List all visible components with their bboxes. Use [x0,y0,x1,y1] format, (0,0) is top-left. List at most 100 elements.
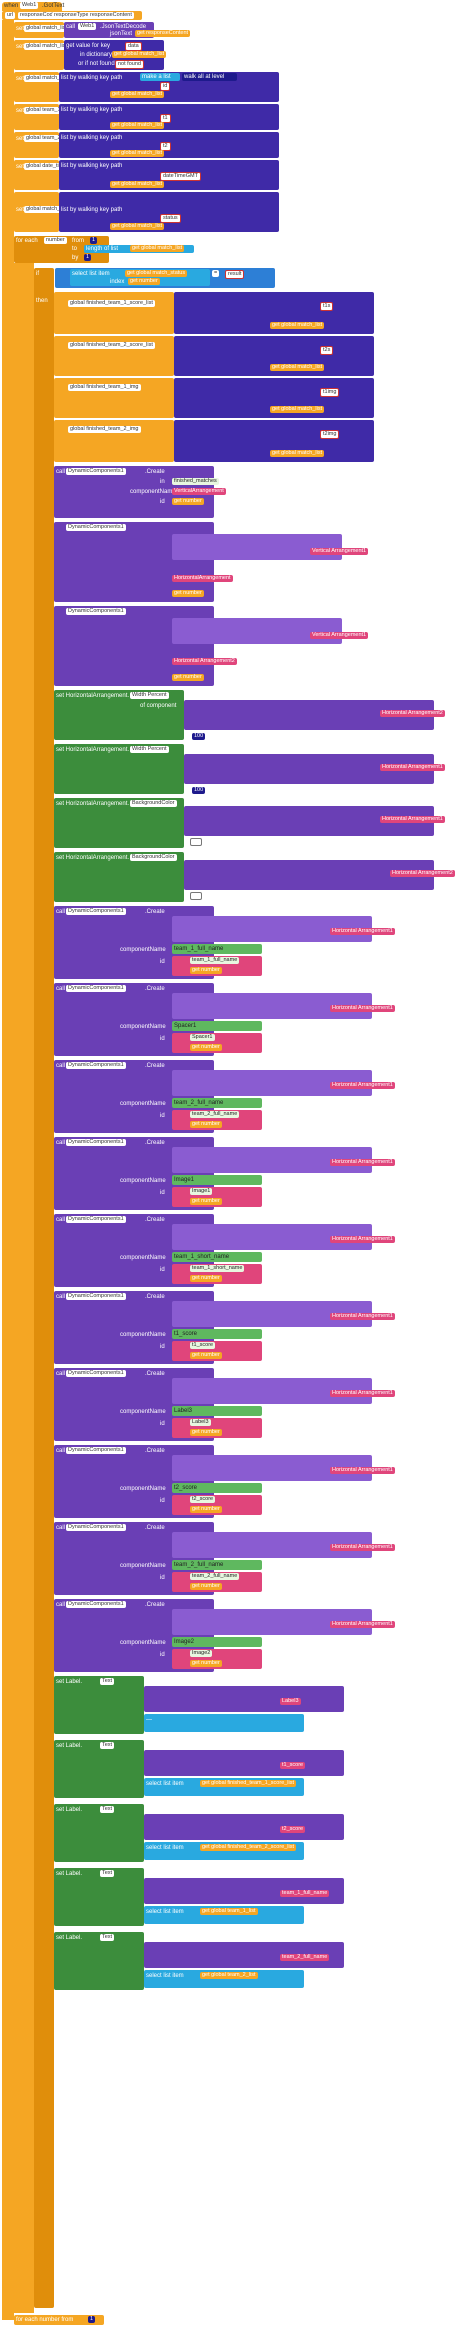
parent-comp[interactable]: Horizontal Arrangement1 [330,1390,395,1397]
get-component[interactable] [172,618,342,644]
get-global[interactable]: get global match_list [110,223,165,230]
event-component-dropdown[interactable]: Web1 [20,2,39,9]
list-get[interactable]: get global team_2_list [200,1972,258,1979]
comp-type[interactable] [172,1637,262,1647]
get-global[interactable]: get global match_list [110,150,165,157]
get-component[interactable] [144,1686,344,1712]
comp-value[interactable]: Horizontal Arrangement1 [380,764,445,771]
get-component[interactable] [144,1814,344,1840]
walk-block[interactable] [59,192,279,232]
comp-type[interactable] [172,1483,262,1493]
comp-type[interactable] [172,1098,262,1108]
id-value[interactable]: get number [172,674,204,681]
comp-value[interactable]: Label3 [280,1698,301,1705]
dyn-component[interactable]: DynamicComponents1 [66,608,126,615]
id-text[interactable]: team_1_full_name [190,957,240,964]
color-swatch[interactable] [190,838,202,846]
dyn-component[interactable]: DynamicComponents1 [66,468,126,475]
select-list-item[interactable] [144,1906,304,1924]
type-value[interactable]: Horizontal Arrangement2 [172,658,237,665]
var-dropdown[interactable]: global finished_team_1_score_list [68,300,155,307]
id-number[interactable]: get number [190,1044,222,1051]
id-number[interactable]: get number [190,1198,222,1205]
id-text[interactable]: Label3 [190,1419,211,1426]
comp-type[interactable] [172,944,262,954]
prop-dropdown[interactable]: Text [100,1806,115,1813]
comp-type[interactable] [172,1021,262,1031]
parent-comp[interactable]: Horizontal Arrangement1 [330,1467,395,1474]
parent-comp[interactable]: finished_matches [172,478,219,485]
compare-value[interactable]: result [225,270,245,279]
get-global[interactable]: get global match_list [270,322,325,329]
get-global[interactable]: get global match_list [110,91,165,98]
param-responseContent[interactable]: responseContent [88,12,134,19]
comp-value[interactable]: t2_score [280,1826,306,1833]
comp-value[interactable]: Horizontal Arrangement2 [380,710,445,717]
id-number[interactable]: get number [190,1352,222,1359]
dyn-component[interactable]: DynamicComponents1 [66,1062,126,1069]
set-label-block[interactable] [54,1932,144,1990]
id-number[interactable]: get number [190,1583,222,1590]
comp-value[interactable]: t1_score [280,1762,306,1769]
walk-all[interactable] [182,73,237,81]
get-response[interactable]: get responseContent [135,30,191,37]
get-global[interactable]: get global match_list [110,122,165,129]
key-t2[interactable]: t2 [160,142,171,151]
id-value[interactable]: get number [172,590,204,597]
key-status[interactable]: status [160,214,181,223]
id-text[interactable]: t2_score [190,1496,216,1503]
key[interactable]: t2s [320,346,334,355]
parent-comp[interactable]: Vertical Arrangement1 [310,548,369,555]
id-number[interactable]: get number [190,1121,222,1128]
var-dropdown[interactable]: global finished_team_1_img [68,384,141,391]
by-value[interactable]: 1 [84,254,92,261]
parent-comp[interactable]: Horizontal Arrangement1 [330,1005,395,1012]
to-value[interactable]: 100 [192,733,206,740]
var-dropdown[interactable]: global match_status [24,206,77,213]
comp-value[interactable]: team_2_full_name [280,1954,330,1961]
prop-dropdown[interactable]: BackgroundColor [130,800,177,807]
id-text[interactable]: team_2_full_name [190,1573,240,1580]
compare-op[interactable]: = [212,270,220,277]
id-number[interactable]: get number [190,967,222,974]
comp-value[interactable]: Horizontal Arrangement2 [390,870,455,877]
id-number[interactable]: get number [190,1506,222,1513]
dyn-component[interactable]: DynamicComponents1 [66,1293,126,1300]
get-component[interactable] [172,534,342,560]
prop-dropdown[interactable]: Text [100,1742,115,1749]
set-label-block[interactable] [54,1804,144,1862]
parent-comp[interactable]: Horizontal Arrangement1 [330,1313,395,1320]
select-list-item[interactable] [144,1970,304,1988]
key[interactable]: t2img [320,430,340,439]
prop-dropdown[interactable]: Text [100,1678,115,1685]
comp-type[interactable] [172,1560,262,1570]
key[interactable]: t1img [320,388,340,397]
comp-type[interactable] [172,1406,262,1416]
id-text[interactable]: Image2 [190,1650,213,1657]
comp-type[interactable] [172,1329,262,1339]
key[interactable]: t1s [320,302,334,311]
id-number[interactable]: get number [190,1429,222,1436]
type-value[interactable]: HorizontalArrangement [172,575,233,582]
id-text[interactable]: team_2_full_name [190,1111,240,1118]
prop-dropdown[interactable]: BackgroundColor [130,854,177,861]
parent-comp[interactable]: Horizontal Arrangement1 [330,1082,395,1089]
parent-comp[interactable]: Horizontal Arrangement1 [330,1236,395,1243]
id-number[interactable]: get number [190,1275,222,1282]
dyn-component[interactable]: DynamicComponents1 [66,1216,126,1223]
dyn-component[interactable]: DynamicComponents1 [66,1139,126,1146]
comp-type[interactable] [172,1252,262,1262]
var-dropdown[interactable]: global date_time [24,163,69,170]
comp-value[interactable]: team_1_full_name [280,1890,330,1897]
prop-dropdown[interactable]: Width Percent [130,746,169,753]
key-data[interactable]: data [125,42,142,51]
key-t1[interactable]: t1 [160,114,171,123]
dyn-component[interactable]: DynamicComponents1 [66,1370,126,1377]
footer-value[interactable]: 1 [88,2316,96,2323]
list-get[interactable]: get global team_1_list [200,1908,258,1915]
comp-value[interactable]: Horizontal Arrangement1 [380,816,445,823]
length-list-get[interactable]: get global match_list [130,245,185,252]
var-dropdown[interactable]: global finished_team_2_score_list [68,342,155,349]
var-dropdown[interactable]: global match_list [24,25,69,32]
status-list[interactable]: get global match_status [125,270,188,277]
